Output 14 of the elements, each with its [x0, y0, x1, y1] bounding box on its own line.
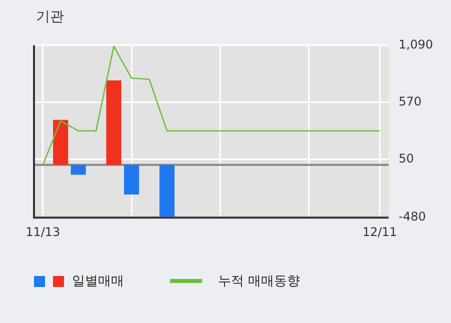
- x-tick-label: 12/11: [362, 224, 398, 239]
- chart-title: 기관: [36, 8, 64, 26]
- bar: [70, 164, 86, 175]
- y-tick-label: 1,090: [398, 37, 434, 52]
- bar: [53, 120, 68, 165]
- legend-label: 일별매매: [72, 273, 124, 290]
- x-tick-label: 11/13: [26, 224, 60, 239]
- bar: [159, 164, 175, 216]
- bar: [124, 164, 140, 195]
- y-tick-label: -480: [398, 210, 426, 224]
- y-tick-label: 570: [398, 94, 422, 108]
- legend-label: 누적 매매동향: [218, 273, 300, 290]
- y-tick-label: 50: [398, 152, 414, 166]
- bar: [106, 80, 122, 165]
